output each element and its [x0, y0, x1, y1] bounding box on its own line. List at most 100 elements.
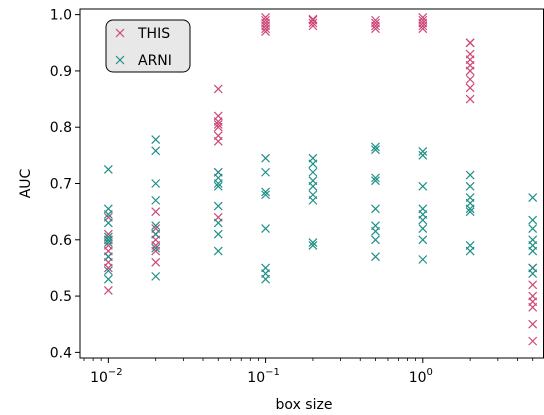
data-point-series-1 — [308, 238, 318, 248]
data-point-series-1 — [103, 274, 113, 284]
x-tick-label: 10−1 — [247, 367, 280, 386]
data-point-series-1 — [528, 215, 538, 225]
data-point-series-1 — [213, 246, 223, 256]
data-point-series-1 — [371, 176, 380, 186]
legend-label: THIS — [137, 26, 170, 42]
data-point-series-1 — [308, 240, 318, 250]
data-point-series-0 — [308, 18, 318, 28]
data-point-series-1 — [418, 146, 428, 156]
data-point-series-1 — [151, 271, 161, 281]
data-point-series-0 — [151, 257, 161, 267]
data-point-series-1 — [213, 181, 223, 191]
data-point-series-1 — [261, 190, 271, 200]
data-point-series-0 — [465, 94, 475, 104]
data-point-series-0 — [528, 336, 538, 346]
data-point-series-1 — [151, 243, 161, 253]
data-point-series-0 — [308, 15, 318, 25]
legend: THIS ARNI — [105, 19, 191, 73]
data-point-series-1 — [261, 224, 271, 233]
data-point-series-0 — [528, 280, 538, 290]
y-tick-label: 0.5 — [50, 289, 72, 305]
data-point-series-1 — [151, 179, 161, 188]
data-point-series-0 — [151, 207, 161, 217]
y-tick-label: 0.8 — [50, 120, 72, 136]
x-axis-label: box size — [276, 397, 333, 413]
data-point-series-0 — [213, 84, 223, 94]
y-tick-label: 0.7 — [50, 177, 72, 193]
data-point-series-1 — [371, 235, 380, 245]
data-point-series-1 — [308, 167, 318, 177]
data-point-series-1 — [465, 240, 475, 250]
data-point-series-1 — [465, 193, 475, 202]
data-point-series-1 — [528, 224, 538, 233]
y-tick-label: 1.0 — [50, 8, 72, 24]
y-tick-label: 0.6 — [50, 233, 72, 249]
data-point-series-0 — [465, 38, 475, 48]
data-point-series-1 — [103, 232, 113, 242]
data-point-series-1 — [103, 165, 113, 174]
y-tick-label: 0.9 — [50, 64, 72, 80]
data-point-series-1 — [465, 207, 475, 217]
data-point-series-1 — [418, 235, 428, 245]
data-point-series-0 — [103, 286, 113, 295]
data-point-series-0 — [465, 83, 475, 93]
legend-label: ARNI — [138, 53, 172, 69]
data-point-series-1 — [213, 201, 223, 211]
data-point-series-1 — [528, 193, 538, 202]
x-tick-label: 10−2 — [90, 367, 123, 386]
data-point-series-1 — [418, 150, 428, 160]
data-point-series-1 — [418, 181, 428, 191]
data-point-series-1 — [261, 153, 271, 163]
data-point-series-1 — [261, 263, 271, 273]
data-point-series-1 — [371, 173, 380, 183]
data-point-series-1 — [308, 190, 318, 200]
data-point-series-1 — [213, 218, 223, 228]
data-point-series-1 — [371, 204, 380, 214]
y-tick-label: 0.4 — [50, 345, 72, 361]
y-axis-label: AUC — [18, 168, 34, 198]
data-point-series-1 — [418, 255, 428, 264]
data-point-series-0 — [465, 49, 475, 59]
data-point-series-0 — [213, 131, 223, 141]
data-point-series-0 — [371, 18, 380, 28]
data-point-series-1 — [371, 221, 380, 231]
data-point-series-0 — [528, 319, 538, 329]
data-point-series-1 — [418, 224, 428, 233]
data-point-series-1 — [308, 176, 318, 186]
data-point-series-0 — [418, 13, 428, 22]
data-point-series-1 — [371, 252, 380, 262]
data-point-series-0 — [465, 74, 475, 84]
data-point-series-1 — [213, 229, 223, 239]
data-point-series-0 — [261, 13, 271, 22]
data-point-series-0 — [418, 15, 428, 25]
data-point-series-0 — [371, 15, 380, 25]
data-point-series-1 — [103, 218, 113, 228]
data-point-series-1 — [371, 145, 380, 155]
data-point-series-1 — [261, 167, 271, 177]
data-points — [103, 13, 538, 346]
data-point-series-1 — [308, 153, 318, 163]
data-point-series-1 — [371, 142, 380, 152]
data-point-series-1 — [103, 252, 113, 262]
data-point-series-1 — [465, 181, 475, 191]
data-point-series-0 — [308, 14, 318, 24]
data-point-series-0 — [213, 119, 223, 129]
data-point-series-1 — [213, 167, 223, 177]
data-point-series-1 — [151, 146, 161, 156]
legend-box — [105, 19, 191, 73]
data-point-series-1 — [151, 221, 161, 231]
data-point-series-1 — [418, 204, 428, 214]
data-point-series-1 — [103, 204, 113, 214]
data-point-series-1 — [151, 229, 161, 239]
data-point-series-1 — [103, 266, 113, 276]
data-point-series-1 — [151, 135, 161, 145]
legend-marker-icon — [115, 28, 125, 38]
data-point-series-0 — [261, 15, 271, 25]
legend-marker-icon — [115, 55, 125, 65]
data-point-series-1 — [528, 235, 538, 245]
axis-ticks: 0.4 0.5 0.6 0.7 0.8 0.9 1.0 10−2 10−1 100 — [50, 8, 534, 386]
data-point-series-1 — [151, 195, 161, 205]
data-point-series-1 — [261, 187, 271, 197]
